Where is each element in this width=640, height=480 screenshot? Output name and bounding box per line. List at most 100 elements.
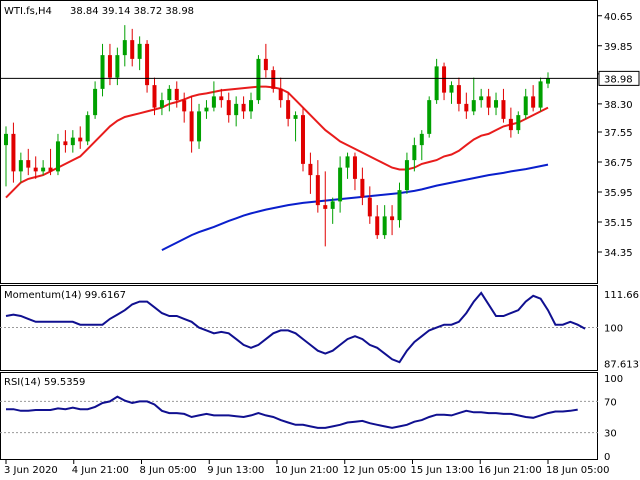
candle — [122, 25, 127, 67]
candle — [137, 36, 142, 71]
time-tick-label: 16 Jun 21:00 — [478, 465, 542, 476]
candle-body — [501, 100, 506, 119]
momentum-tick-label: 111.661 — [604, 290, 640, 301]
candle — [404, 152, 409, 194]
candle-body — [471, 100, 476, 112]
candle — [427, 96, 432, 138]
candle-body — [330, 201, 335, 209]
candle — [174, 81, 179, 108]
candle-body — [256, 58, 261, 101]
candle — [323, 171, 328, 247]
candle-body — [167, 88, 172, 101]
candle — [48, 148, 53, 176]
candle-body — [523, 96, 528, 116]
ma-slow-line-layer — [161, 163, 549, 251]
candle-body — [159, 100, 164, 108]
candle-body — [182, 100, 187, 112]
candle — [33, 156, 38, 179]
price-tick-label: 38.30 — [604, 100, 633, 111]
candle-body — [531, 96, 536, 108]
candle-body — [546, 78, 550, 84]
candle — [501, 88, 506, 123]
candle — [55, 133, 60, 176]
price-axis: 40.6539.8539.1038.3037.5536.7535.9535.15… — [598, 12, 633, 259]
price-panel-title: WTI.fs,H4 — [4, 6, 52, 17]
rsi-panel-frame — [0, 372, 598, 460]
candle-body — [263, 58, 268, 71]
candle — [352, 152, 357, 191]
candle-body — [41, 167, 46, 172]
candle — [152, 77, 157, 116]
candle-body — [137, 43, 142, 59]
candle-body — [494, 100, 499, 108]
candle — [11, 122, 16, 183]
candle-body — [174, 88, 179, 101]
candle — [471, 77, 476, 116]
candle-body — [538, 81, 543, 108]
candle-body — [479, 96, 484, 101]
candle-body — [427, 100, 432, 134]
candle — [256, 55, 261, 104]
candle-body — [63, 141, 68, 146]
candle-body — [315, 175, 320, 206]
candle — [442, 62, 447, 101]
time-tick-label: 15 Jun 13:00 — [411, 465, 475, 476]
candle — [330, 197, 335, 224]
candle-body — [434, 66, 439, 101]
momentum-tick-label: 100 — [604, 324, 623, 335]
candle-body — [397, 190, 402, 221]
candle-body — [271, 70, 276, 89]
candle-body — [234, 103, 239, 116]
candle-body — [300, 115, 305, 164]
candle — [300, 107, 305, 172]
rsi-grid — [0, 400, 598, 434]
candle — [375, 205, 380, 239]
candle-body — [456, 85, 461, 104]
candle — [523, 88, 528, 119]
time-tick-label: 8 Jun 05:00 — [140, 465, 197, 476]
candle — [419, 130, 424, 161]
candle-body — [4, 133, 8, 146]
candle-body — [78, 137, 83, 142]
price-tick-label: 36.75 — [604, 158, 633, 169]
price-tick-label: 35.15 — [604, 218, 633, 229]
ma-fast-line — [5, 85, 549, 199]
candle — [189, 96, 194, 153]
momentum-tick-label: 87.6137 — [604, 359, 640, 370]
candle — [456, 77, 461, 112]
candle-body — [464, 103, 469, 112]
candle — [100, 43, 105, 97]
price-tick-label: 35.95 — [604, 188, 633, 199]
ma-slow-line — [161, 163, 549, 251]
candle-body — [211, 96, 216, 108]
candle-body — [33, 167, 38, 172]
candle — [107, 43, 112, 86]
rsi-line — [6, 395, 578, 429]
candle — [345, 152, 350, 179]
candle-body — [323, 205, 328, 209]
candle — [479, 88, 484, 108]
price-tick-label: 34.35 — [604, 248, 633, 259]
candle — [516, 111, 521, 134]
candle — [241, 96, 246, 119]
candle — [546, 72, 550, 89]
candle — [271, 66, 276, 93]
candle-body — [145, 43, 150, 86]
candle — [145, 40, 150, 93]
candles — [4, 25, 550, 247]
candle-body — [338, 167, 343, 202]
candle-body — [442, 66, 447, 93]
candle-body — [367, 197, 372, 217]
candle-body — [85, 115, 90, 142]
momentum-panel-title: Momentum(14) 99.6167 — [4, 290, 126, 301]
candle-body — [486, 96, 491, 108]
time-tick-label: 12 Jun 05:00 — [343, 465, 407, 476]
candle — [338, 156, 343, 213]
time-axis: 3 Jun 2020 4 Jun 21:00 8 Jun 05:00 9 Jun 13… — [4, 460, 610, 476]
rsi-tick-label: 100 — [604, 374, 623, 385]
candle-body — [226, 100, 231, 116]
candle — [211, 81, 216, 112]
rsi-tick-label: 0 — [604, 452, 610, 463]
candle-body — [508, 118, 513, 131]
